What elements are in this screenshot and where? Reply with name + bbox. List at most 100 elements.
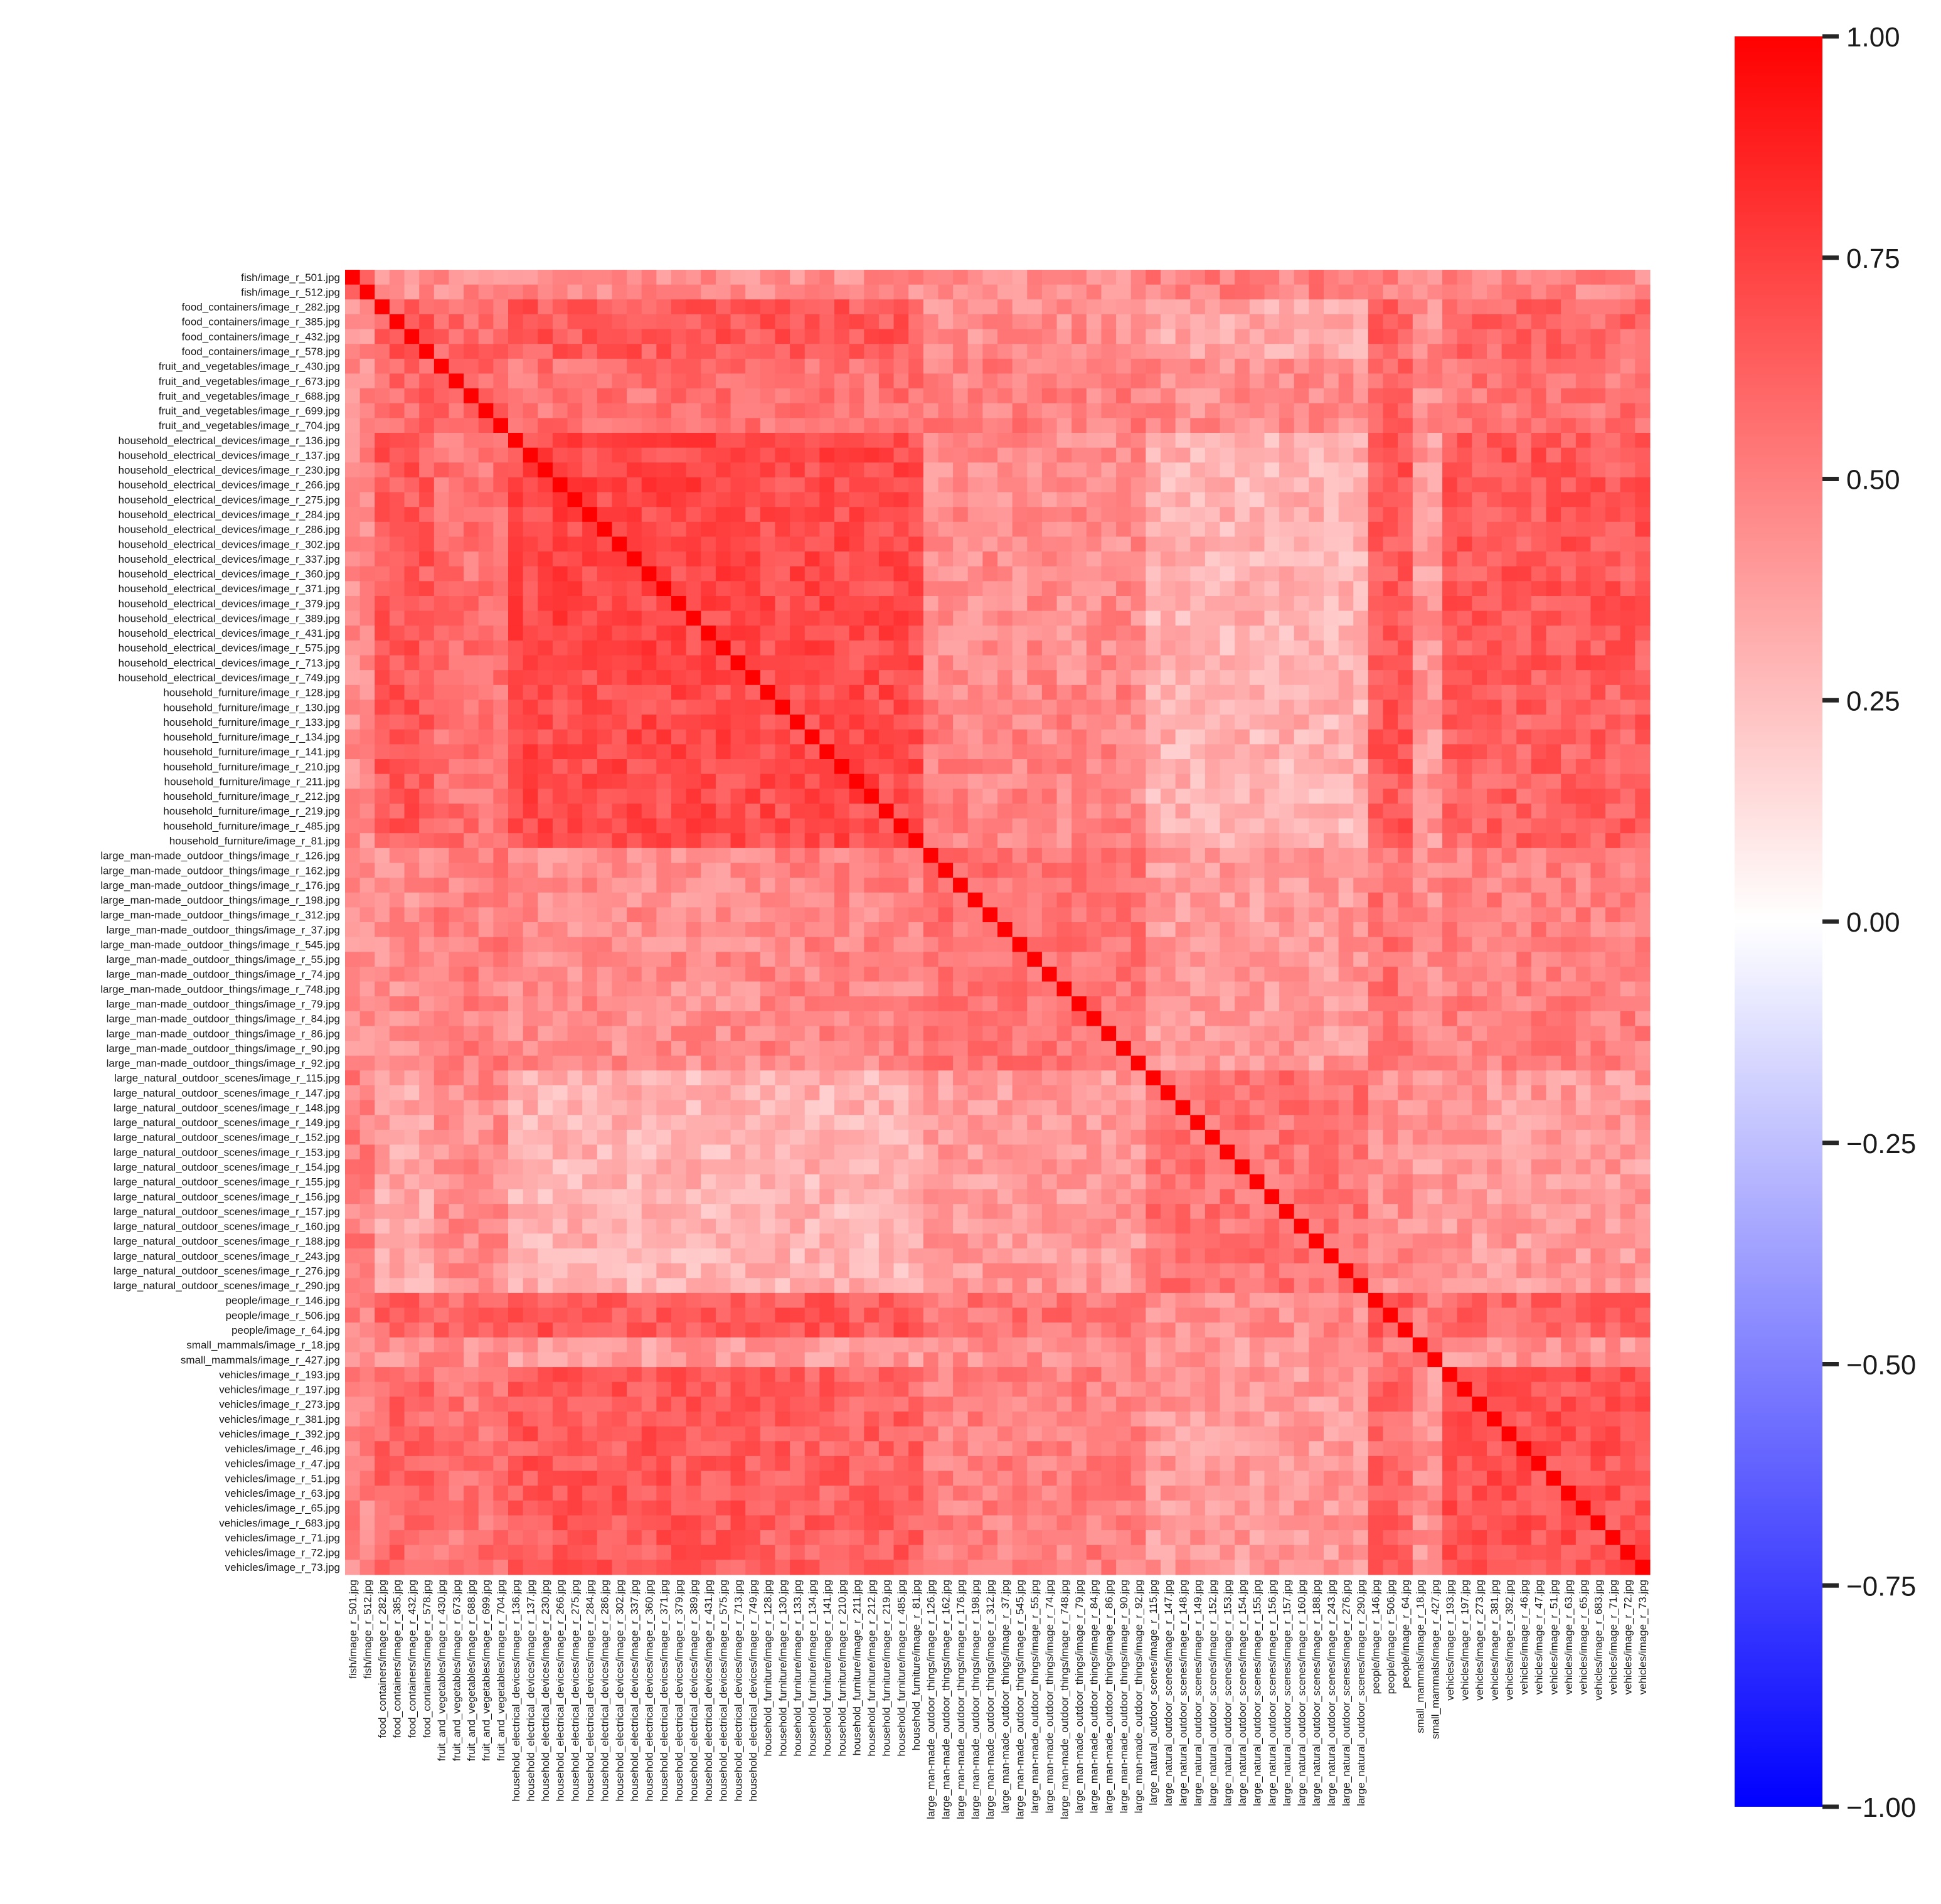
heatmap-cell: [345, 403, 361, 418]
heatmap-cell: [1190, 892, 1206, 908]
heatmap-cell: [552, 610, 568, 626]
heatmap-cell: [1309, 981, 1324, 997]
heatmap-cell: [671, 521, 687, 538]
heatmap-cell: [1235, 1100, 1250, 1115]
heatmap-cell: [967, 981, 983, 997]
heatmap-cell: [464, 1085, 479, 1101]
heatmap-cell: [1575, 344, 1592, 359]
heatmap-cell: [1501, 551, 1517, 567]
heatmap-cell: [1516, 358, 1532, 375]
heatmap-cell: [953, 640, 969, 656]
heatmap-cell: [493, 566, 509, 582]
heatmap-cell: [923, 996, 939, 1012]
heatmap-cell: [953, 833, 969, 849]
heatmap-cell: [893, 966, 909, 982]
heatmap-cell: [1027, 477, 1043, 493]
heatmap-cell: [419, 551, 435, 567]
heatmap-cell: [1472, 596, 1487, 612]
heatmap-cell: [953, 625, 969, 641]
heatmap-cell: [819, 640, 835, 656]
heatmap-cell: [1027, 1070, 1043, 1086]
heatmap-cell: [1086, 1041, 1102, 1056]
heatmap-cell: [938, 462, 954, 478]
heatmap-cell: [1546, 789, 1561, 804]
heatmap-cell: [1338, 655, 1354, 671]
heatmap-cell: [1353, 566, 1369, 582]
heatmap-cell: [1427, 863, 1443, 878]
heatmap-cell: [1235, 744, 1250, 760]
heatmap-cell: [923, 655, 939, 671]
heatmap-cell: [1353, 789, 1369, 804]
heatmap-cell: [878, 299, 895, 315]
heatmap-cell: [878, 774, 895, 789]
heatmap-cell: [1575, 284, 1592, 300]
heatmap-cell: [1027, 610, 1043, 626]
heatmap-cell: [1561, 966, 1577, 982]
heatmap-cell: [1353, 1085, 1369, 1101]
heatmap-cell: [701, 655, 716, 671]
heatmap-cell: [908, 952, 924, 967]
heatmap-cell: [1635, 566, 1651, 582]
heatmap-cell: [790, 966, 806, 982]
heatmap-cell: [1635, 952, 1651, 967]
heatmap-cell: [1056, 640, 1072, 656]
heatmap-cell: [1235, 507, 1250, 523]
heatmap-cell: [834, 878, 850, 893]
heatmap-cell: [1146, 284, 1161, 300]
heatmap-cell: [1072, 892, 1087, 908]
heatmap-cell: [686, 729, 701, 745]
heatmap-cell: [656, 863, 672, 878]
heatmap-cell: [359, 759, 375, 775]
heatmap-cell: [538, 477, 553, 493]
heatmap-cell: [1427, 1055, 1443, 1071]
heatmap-cell: [1590, 551, 1606, 567]
heatmap-cell: [1146, 774, 1161, 789]
heatmap-cell: [1012, 1026, 1028, 1041]
heatmap-cell: [359, 699, 375, 715]
heatmap-cell: [567, 1085, 583, 1101]
heatmap-cell: [375, 462, 390, 478]
heatmap-cell: [1027, 433, 1043, 449]
heatmap-cell: [997, 1041, 1013, 1056]
heatmap-cell: [1279, 655, 1295, 671]
heatmap-cell: [464, 952, 479, 967]
heatmap-cell: [1561, 418, 1577, 433]
heatmap-cell: [686, 789, 701, 804]
heatmap-cell: [1072, 670, 1087, 686]
heatmap-cell: [982, 551, 998, 567]
heatmap-cell: [1146, 418, 1161, 433]
heatmap-cell: [745, 551, 761, 567]
heatmap-cell: [804, 789, 820, 804]
heatmap-cell: [1294, 907, 1309, 923]
heatmap-cell: [982, 566, 998, 582]
heatmap-cell: [1546, 566, 1561, 582]
heatmap-cell: [1264, 418, 1280, 433]
heatmap-cell: [359, 477, 375, 493]
heatmap-cell: [1264, 952, 1280, 967]
heatmap-cell: [1457, 433, 1472, 449]
heatmap-cell: [671, 759, 687, 775]
heatmap-cell: [760, 358, 776, 375]
heatmap-cell: [1146, 596, 1161, 612]
heatmap-cell: [359, 388, 375, 404]
heatmap-cell: [1235, 863, 1250, 878]
heatmap-cell: [1204, 329, 1221, 344]
heatmap-cell: [523, 299, 538, 315]
heatmap-cell: [760, 403, 776, 418]
heatmap-cell: [671, 581, 687, 597]
heatmap-cell: [967, 789, 983, 804]
heatmap-cell: [715, 551, 731, 567]
heatmap-cell: [849, 833, 864, 849]
heatmap-cell: [567, 373, 583, 389]
heatmap-cell: [715, 892, 731, 908]
heatmap-cell: [1442, 759, 1458, 775]
heatmap-cell: [375, 314, 390, 330]
heatmap-cell: [1531, 655, 1547, 671]
heatmap-cell: [908, 803, 924, 819]
heatmap-cell: [730, 729, 746, 745]
heatmap-cell: [1294, 789, 1309, 804]
heatmap-cell: [375, 996, 390, 1012]
heatmap-cell: [449, 477, 464, 493]
heatmap-cell: [493, 848, 509, 864]
heatmap-cell: [864, 536, 880, 552]
